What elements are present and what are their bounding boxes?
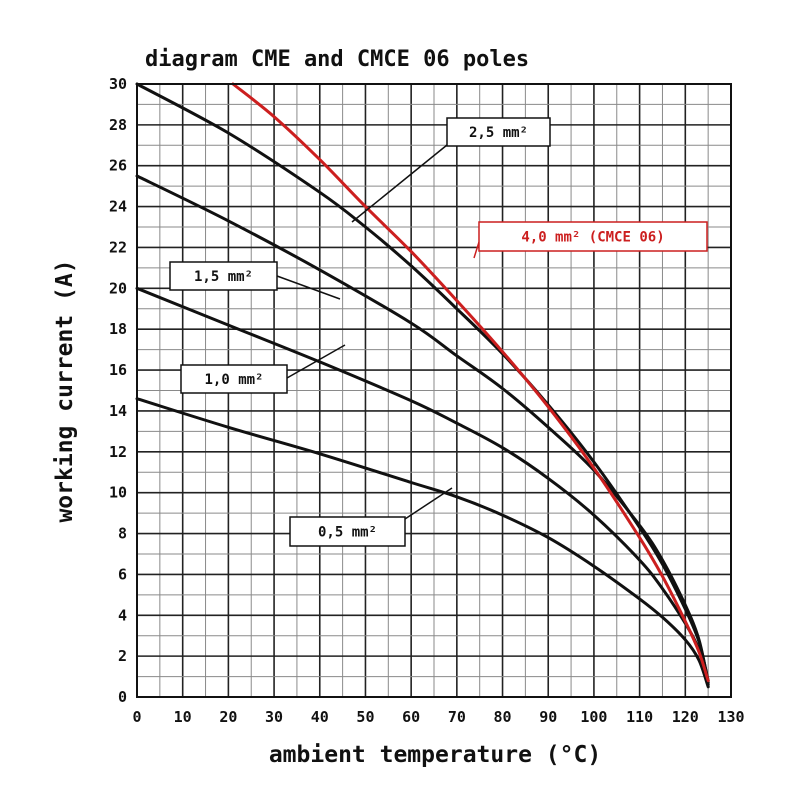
- x-tick-label: 60: [402, 708, 420, 726]
- series-group: [135, 82, 710, 689]
- y-tick-label: 10: [109, 484, 127, 502]
- y-tick-label: 22: [109, 238, 127, 256]
- series-line-1-5-mm: [135, 174, 710, 685]
- callout-leader-line: [473, 241, 480, 259]
- callout-leader-line: [276, 275, 341, 300]
- series-line-4-0-mm-cmce-06: [231, 82, 710, 683]
- x-tick-label: 50: [356, 708, 374, 726]
- x-tick-label: 130: [717, 708, 744, 726]
- callout-label: 2,5 mm²: [469, 125, 528, 141]
- y-axis-label: working current (A): [52, 259, 78, 522]
- callout-label: 0,5 mm²: [318, 525, 377, 541]
- y-tick-label: 18: [109, 320, 127, 338]
- plot-frame: [136, 83, 732, 698]
- y-tick-label: 4: [118, 606, 127, 624]
- y-tick-label: 24: [109, 198, 127, 216]
- tick-labels: 0 10 20 30 40 50 60 70 80 90 100 110 120 130024681012…: [109, 75, 745, 726]
- x-axis-label: ambient temperature (°C): [269, 742, 601, 768]
- y-tick-label: 12: [109, 443, 127, 461]
- x-tick-label: 120: [672, 708, 699, 726]
- x-tick-label: 0: [132, 708, 141, 726]
- callout-box: [289, 516, 406, 547]
- callout-label: 1,0 mm²: [204, 372, 263, 388]
- y-tick-label: 28: [109, 116, 127, 134]
- y-tick-label: 6: [118, 565, 127, 583]
- chart-title: diagram CME and CMCE 06 poles: [145, 47, 529, 72]
- x-tick-label: 30: [265, 708, 283, 726]
- y-tick-label: 20: [109, 279, 127, 297]
- x-tick-label: 100: [580, 708, 607, 726]
- callout-4-0-mm-cmce-06: 4,0 mm² (CMCE 06): [473, 221, 708, 259]
- y-tick-label: 0: [118, 688, 127, 706]
- y-tick-label: 8: [118, 525, 127, 543]
- callout-label: 4,0 mm² (CMCE 06): [521, 230, 664, 246]
- x-tick-label: 10: [174, 708, 192, 726]
- callout-leader-line: [351, 144, 448, 223]
- x-tick-label: 80: [494, 708, 512, 726]
- y-tick-label: 30: [109, 75, 127, 93]
- y-tick-label: 2: [118, 647, 127, 665]
- x-tick-label: 110: [626, 708, 653, 726]
- callout-label: 1,5 mm²: [194, 269, 253, 285]
- callout-2-5-mm: 2,5 mm²: [351, 117, 551, 223]
- callout-box: [446, 117, 551, 147]
- series-line-0-5-mm: [135, 397, 710, 689]
- y-tick-label: 26: [109, 157, 127, 175]
- y-tick-label: 14: [109, 402, 127, 420]
- x-tick-label: 90: [539, 708, 557, 726]
- x-tick-label: 40: [311, 708, 329, 726]
- callout-0-5-mm: 0,5 mm²: [289, 487, 453, 547]
- x-tick-label: 70: [448, 708, 466, 726]
- callout-leader-line: [286, 344, 346, 379]
- callout-box: [169, 261, 278, 291]
- x-tick-label: 20: [219, 708, 237, 726]
- callout-1-5-mm: 1,5 mm²: [169, 261, 341, 300]
- callout-1-0-mm: 1,0 mm²: [180, 344, 346, 394]
- callout-box: [180, 364, 288, 394]
- y-tick-label: 16: [109, 361, 127, 379]
- callout-group: 2,5 mm² 4,0 mm² (CMCE 06) 1,5 mm² 1,0 mm² 0,…: [169, 117, 708, 547]
- callout-box: [478, 221, 708, 252]
- callout-leader-line: [404, 487, 453, 520]
